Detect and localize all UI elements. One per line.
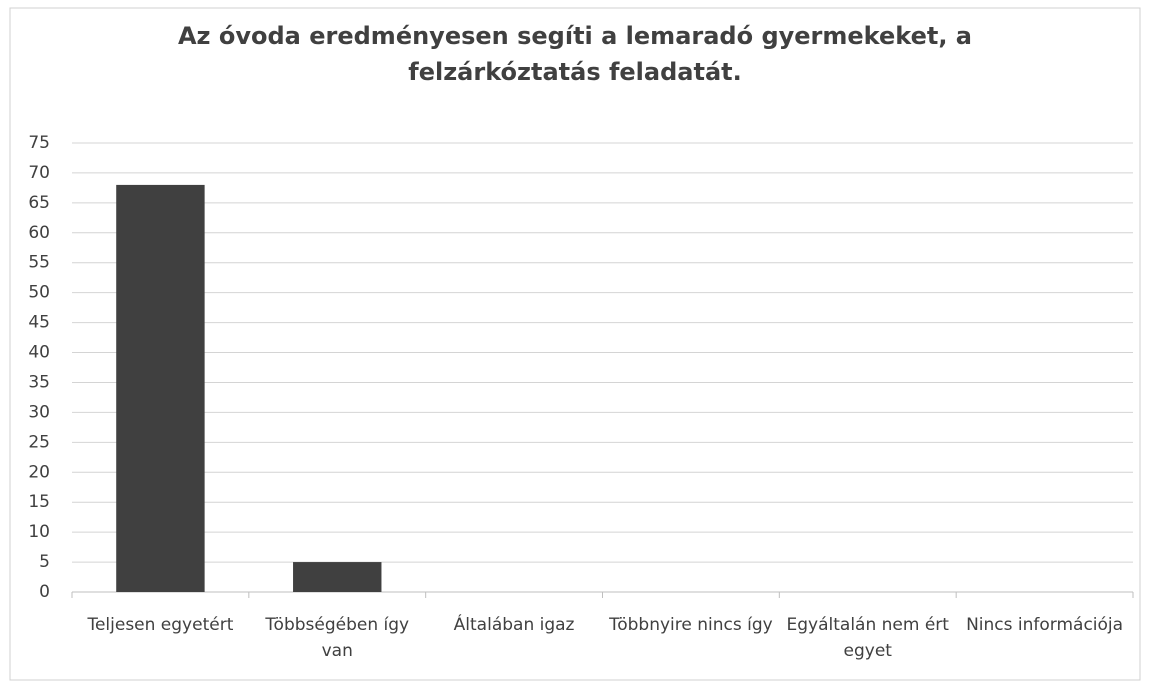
y-tick-label: 30 <box>28 402 50 422</box>
bar <box>116 184 205 592</box>
chart-border <box>9 7 1141 681</box>
x-tick-label: Többnyire nincs így <box>609 615 773 635</box>
x-tick-label: Teljesen egyetért <box>87 615 234 635</box>
y-tick-label: 70 <box>28 163 50 183</box>
y-tick-label: 45 <box>28 313 50 333</box>
x-tick-label: Egyáltalán nem ért egyet <box>786 615 949 661</box>
y-tick-label: 5 <box>39 552 50 572</box>
y-tick-label: 40 <box>28 343 50 363</box>
y-tick-label: 20 <box>28 462 50 482</box>
x-tick-label: Többségében így van <box>265 615 410 661</box>
y-tick-label: 35 <box>28 372 50 392</box>
y-tick-label: 15 <box>28 492 50 512</box>
bar <box>293 562 382 592</box>
x-tick-label: Nincs információja <box>966 615 1124 635</box>
y-tick-label: 65 <box>28 193 50 213</box>
y-tick-label: 55 <box>28 253 50 273</box>
y-tick-label: 25 <box>28 432 50 452</box>
y-tick-label: 50 <box>28 283 50 303</box>
y-tick-label: 10 <box>28 522 50 542</box>
y-tick-label: 60 <box>28 223 50 243</box>
x-tick-label: Általában igaz <box>453 615 575 635</box>
chart-title: Az óvoda eredményesen segíti a lemaradó … <box>177 22 972 86</box>
y-tick-label: 0 <box>39 582 50 602</box>
y-tick-label: 75 <box>28 133 50 153</box>
